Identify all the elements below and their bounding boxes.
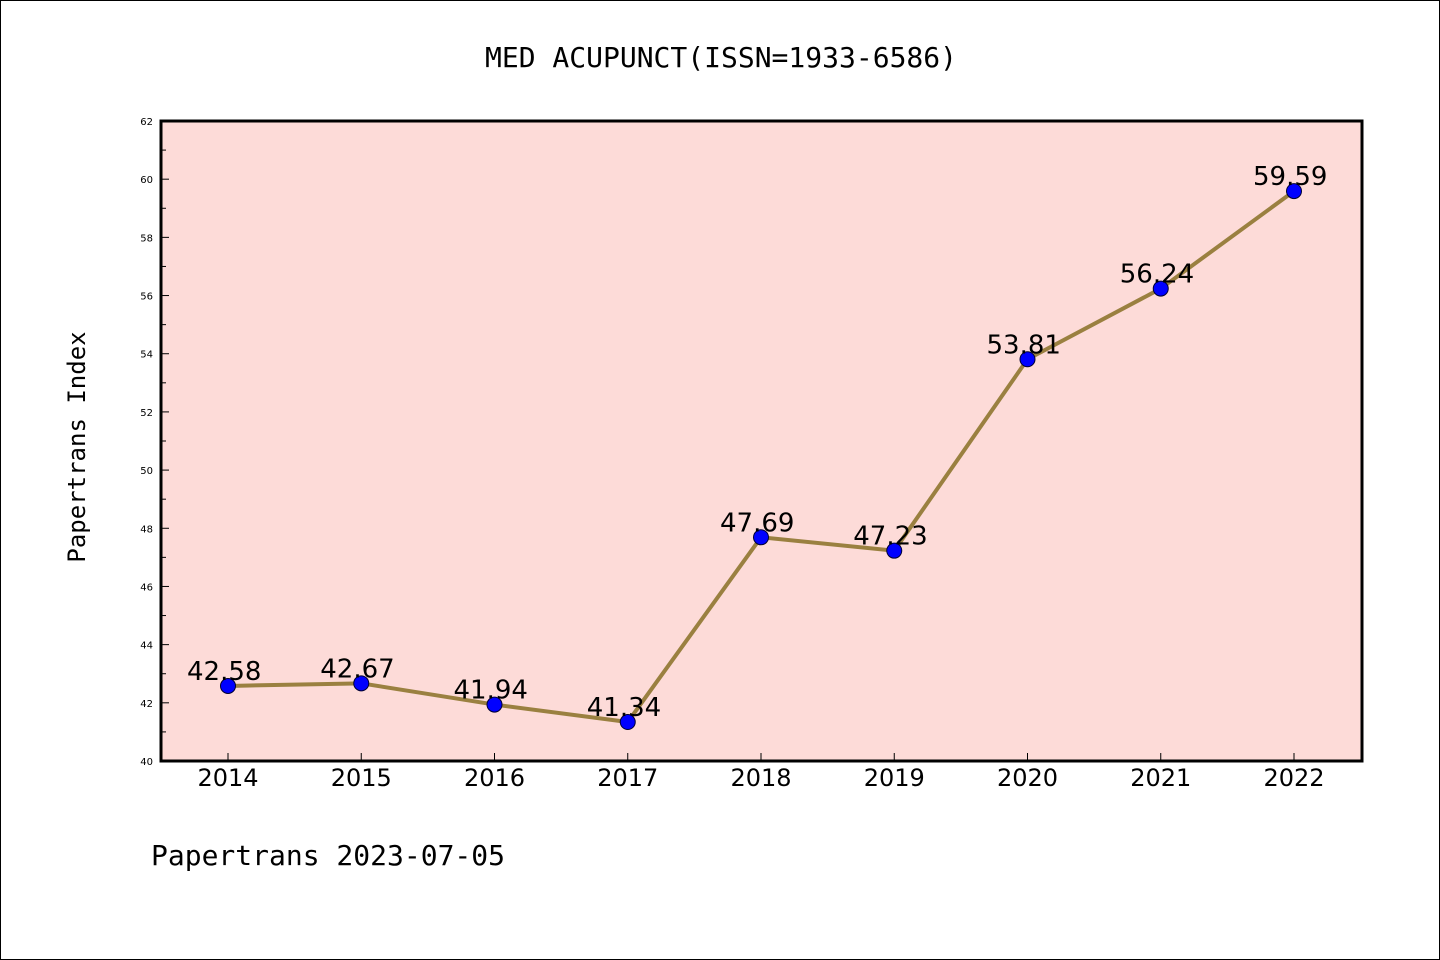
data-label: 47.69	[720, 508, 794, 538]
data-label: 56.24	[1120, 260, 1194, 290]
y-tick-label: 48	[140, 524, 153, 535]
data-point	[619, 714, 636, 731]
x-tick-label: 2018	[730, 764, 791, 792]
data-point	[753, 529, 769, 546]
chart-title: MED ACUPUNCT(ISSN=1933-6586)	[485, 41, 957, 74]
data-point	[353, 675, 370, 692]
x-tick-label: 2019	[864, 764, 925, 792]
x-axis-ticks: 2014 2015 2016 2017 2018 2019 2020 2021 2022	[197, 753, 1325, 792]
plot-area	[161, 121, 1362, 761]
data-label: 41.34	[587, 693, 661, 723]
y-tick-label: 58	[140, 233, 153, 244]
data-labels: 42.58 42.67 41.94 41.34 47.69 47.23 53.81 56.24…	[187, 162, 1327, 723]
data-point	[486, 696, 503, 713]
data-point	[1019, 351, 1036, 368]
data-point	[1152, 280, 1169, 297]
y-tick-label: 62	[140, 117, 153, 128]
x-tick-label: 2022	[1263, 764, 1324, 792]
y-tick-label: 52	[140, 408, 153, 419]
x-tick-label: 2021	[1130, 764, 1191, 792]
data-point	[220, 677, 236, 694]
data-label: 47.23	[853, 522, 927, 552]
data-label: 59.59	[1253, 162, 1327, 192]
y-tick-label: 50	[140, 466, 153, 477]
data-label: 41.94	[454, 676, 528, 706]
data-label: 53.81	[987, 330, 1061, 360]
data-point	[1286, 183, 1302, 200]
y-tick-label: 46	[140, 582, 153, 593]
data-points	[220, 183, 1302, 731]
y-axis-label: Papertrans Index	[63, 331, 91, 562]
data-point	[886, 542, 903, 559]
y-tick-label: 56	[140, 292, 153, 303]
x-tick-label: 2016	[464, 764, 525, 792]
y-tick-label: 42	[140, 699, 153, 710]
data-label: 42.58	[187, 657, 261, 687]
y-tick-label: 40	[140, 757, 153, 768]
y-tick-label: 44	[140, 641, 153, 652]
y-tick-label: 54	[140, 350, 153, 361]
x-tick-label: 2015	[331, 764, 392, 792]
data-label: 42.67	[320, 654, 394, 684]
footer-text: Papertrans 2023-07-05	[151, 839, 505, 872]
x-tick-label: 2014	[197, 764, 258, 792]
plot-border	[159, 119, 1364, 763]
y-tick-label: 60	[140, 175, 153, 186]
x-tick-label: 2017	[597, 764, 658, 792]
x-tick-label: 2020	[997, 764, 1058, 792]
